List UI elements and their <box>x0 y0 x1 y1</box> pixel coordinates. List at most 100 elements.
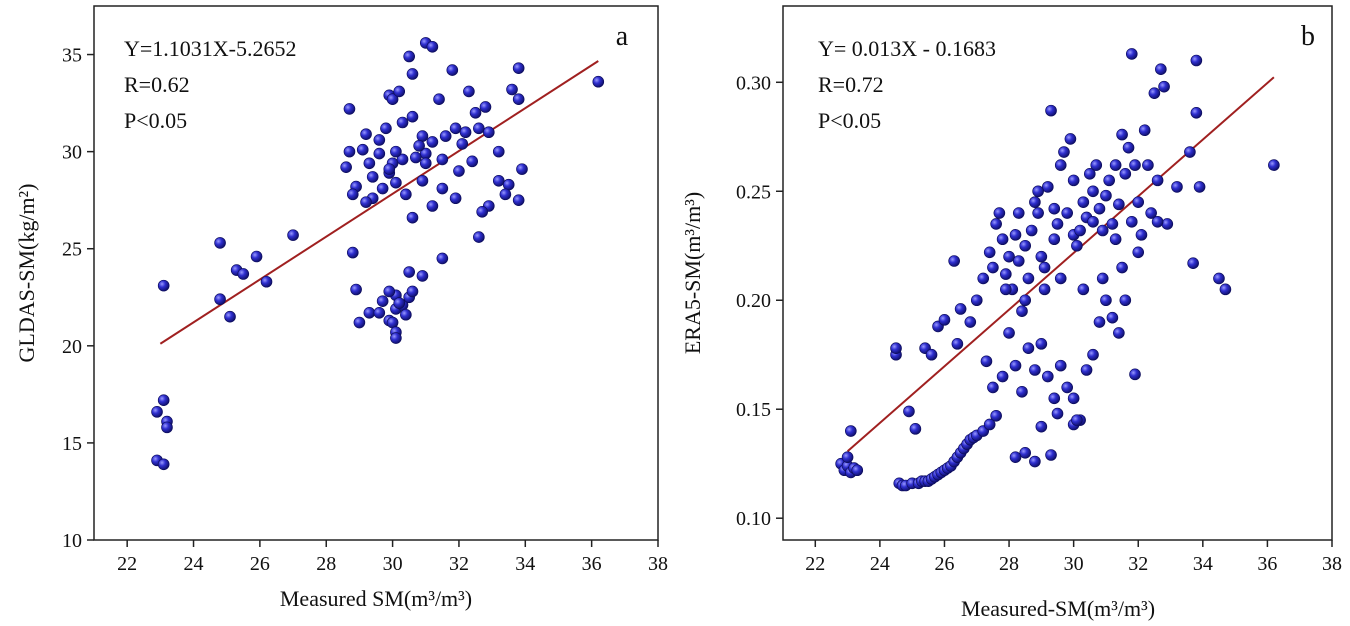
panel-a-data-point <box>469 107 482 119</box>
panel-a-data-point <box>400 308 412 321</box>
panel-b-data-point <box>983 246 996 259</box>
panel-a-data-point <box>380 122 392 135</box>
panel-a-data-point <box>502 178 515 191</box>
panel-b-data-point <box>1019 447 1032 459</box>
panel-b-data-point <box>1016 385 1028 398</box>
panel-a-data-point <box>396 153 409 166</box>
panel-a-data-point <box>476 206 488 218</box>
panel-b-y-tick-label: 0.25 <box>736 181 771 203</box>
panel-a-data-point <box>449 122 462 135</box>
panel-b-data-point <box>1190 107 1203 119</box>
panel-b-data-point <box>1087 185 1099 198</box>
panel-b-data-point <box>890 342 902 354</box>
panel-a-data-point <box>453 165 465 177</box>
panel-b-data-point <box>1029 196 1041 208</box>
panel-a-data-point <box>151 406 163 418</box>
panel-b-data-point <box>1035 420 1048 433</box>
panel-a-x-tick-label: 32 <box>449 553 469 575</box>
panel-b-data-point <box>1087 215 1099 228</box>
panel-b-data-point <box>1213 272 1225 285</box>
panel-b-data-point <box>1025 224 1038 237</box>
panel-b-data-point <box>841 451 854 463</box>
panel-a-fit-line <box>159 60 599 345</box>
panel-a-data-point <box>426 40 439 53</box>
panel-a-data-point <box>373 134 386 146</box>
panel-b-data-point <box>1009 451 1022 463</box>
panel-a-data-point <box>287 229 299 241</box>
panel-a-data-point <box>403 50 415 63</box>
panel-b-data-point <box>948 255 960 267</box>
panel-b-data-point <box>1106 311 1119 324</box>
panel-b-data-point <box>970 294 983 307</box>
panel-b-data-point <box>1132 246 1145 259</box>
panel-a-data-point <box>516 163 528 175</box>
panel-b-data-point <box>996 233 1009 246</box>
panel-b-data-point <box>903 405 915 418</box>
panel-b-data-point <box>1125 215 1138 228</box>
panel-a-data-point <box>340 161 352 173</box>
panel-b-points <box>835 48 1280 492</box>
panel-b-data-point <box>996 370 1009 383</box>
panel-a-data-point <box>360 196 372 208</box>
panel-b-x-tick-label: 34 <box>1193 553 1213 575</box>
panel-b-data-point <box>1193 181 1206 193</box>
panel-a-data-point <box>446 64 459 76</box>
panel-b-data-point <box>980 355 993 368</box>
panel-a-data-point <box>466 155 479 168</box>
panel-b-data-point <box>1058 146 1070 158</box>
panel-b-data-point <box>1096 272 1109 285</box>
panel-b-data-point <box>1067 392 1080 405</box>
panel-b-data-point <box>1048 202 1061 215</box>
panel-a-data-point <box>439 130 452 142</box>
panel-a-data-point <box>353 316 366 329</box>
panel-a-data-point <box>383 285 396 298</box>
panel-a-y-tick-label: 25 <box>62 239 82 261</box>
panel-b-x-axis-title: Measured-SM(m³/m³) <box>961 596 1155 621</box>
panel-b-data-point <box>1268 159 1280 171</box>
panel-b-data-point <box>1080 364 1093 376</box>
panel-a-data-point <box>512 194 525 206</box>
panel-b-data-point <box>1093 202 1106 215</box>
panel-b-x-tick-label: 26 <box>934 553 954 575</box>
panel-b-data-point <box>1009 229 1022 241</box>
panel-b-data-point <box>1100 189 1112 202</box>
panel-b-data-point <box>954 303 967 315</box>
panel-a-data-point <box>416 270 429 282</box>
panel-b-data-point <box>1019 239 1032 252</box>
panel-b-data-point <box>1129 159 1141 171</box>
panel-b-data-point <box>1087 348 1099 361</box>
panel-b-data-point <box>1142 159 1154 171</box>
panel-b-data-point <box>1029 455 1041 468</box>
panel-a-data-point <box>343 103 356 115</box>
panel-b-data-point <box>1054 272 1067 285</box>
panel-b-y-axis-title: ERA5-SM(m³/m³) <box>680 192 705 354</box>
panel-b-data-point <box>1109 233 1122 246</box>
panel-a-data-point <box>499 188 512 201</box>
panel-a-ticks: 22 24 26 28 30 32 34 36 38 10 15 20 25 30 35 <box>62 45 668 575</box>
panel-a-x-tick-label: 30 <box>383 553 403 575</box>
panel-b-data-point <box>1151 215 1164 228</box>
panel-a-x-tick-label: 38 <box>648 553 668 575</box>
panel-b-data-point <box>1113 327 1125 339</box>
panel-b-data-point <box>1048 233 1061 246</box>
panel-a-data-point <box>406 68 419 80</box>
panel-b-data-point <box>1093 316 1106 328</box>
panel-b-data-point <box>1148 87 1161 99</box>
panel-b-data-point <box>987 261 999 274</box>
panel-a-data-point <box>383 163 396 175</box>
panel-b-data-point <box>1116 128 1128 141</box>
panel-a-data-point <box>406 211 419 224</box>
panel-b-data-point <box>1100 294 1112 307</box>
panel-b-data-point <box>1042 370 1054 383</box>
panel-a-data-point <box>406 285 419 298</box>
panel-b-data-point <box>1113 198 1125 211</box>
panel-a-data-point <box>436 182 449 195</box>
panel-b-data-point <box>1061 381 1073 394</box>
panel-b-data-point <box>1145 207 1157 219</box>
panel-a-data-point <box>157 279 170 292</box>
panel-b-x-tick-label: 24 <box>870 553 890 575</box>
panel-a-y-tick-label: 20 <box>62 336 82 358</box>
panel-a-data-point <box>512 93 525 106</box>
panel-b-p: P<0.05 <box>818 108 881 133</box>
panel-a-data-point <box>356 143 369 156</box>
